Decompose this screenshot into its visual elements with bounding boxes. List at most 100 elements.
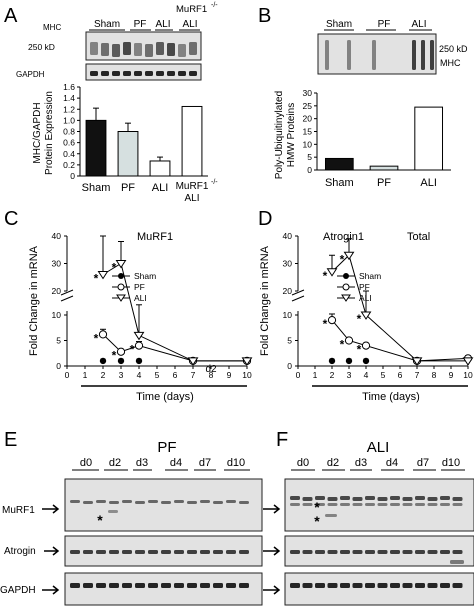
panel-e-gapdh-blot-band bbox=[200, 583, 210, 588]
lane-label-ali: ALI bbox=[155, 19, 170, 30]
chart-d-legend-marker bbox=[341, 294, 351, 302]
panel-f-gapdh-blot-band bbox=[315, 583, 325, 588]
panel-e-gapdh-blot-band bbox=[83, 583, 93, 588]
panel-e-gapdh-blot-band bbox=[239, 583, 249, 588]
chart-d-point-ali bbox=[343, 251, 355, 261]
panel-e-gapdh-blot-band bbox=[174, 583, 184, 588]
chart-c-x-tick-label: 9 bbox=[227, 370, 232, 380]
chart-d-xlabel: Time (days) bbox=[362, 391, 420, 403]
chart-a-y-tick-label: 0 bbox=[70, 171, 75, 181]
panel-f-gapdh-blot bbox=[284, 572, 474, 606]
row-arrow bbox=[42, 585, 60, 595]
panel-e-murf1-blot-band bbox=[96, 500, 106, 503]
chart-d-y-tick-label: 0 bbox=[287, 361, 292, 371]
chart-b-y-tick-label: 15 bbox=[303, 127, 313, 137]
chart-d-point-ali bbox=[360, 311, 372, 320]
chart-b-bar bbox=[324, 157, 354, 171]
panel-e-atrogin-blot-band bbox=[226, 550, 236, 554]
poly-ubiquitin-blot-band bbox=[347, 40, 351, 70]
chart-d-point-ali bbox=[411, 357, 423, 366]
mhc-blot-band bbox=[178, 44, 186, 57]
chart-c-ylabel: Fold Change in mRNA bbox=[28, 245, 40, 356]
panel-letter-a: A bbox=[4, 5, 18, 27]
chart-c-x-tick-label: 4 bbox=[137, 370, 142, 380]
panel-e-gapdh-blot-band bbox=[226, 583, 236, 588]
panel-f-murf1-blot-band bbox=[352, 497, 363, 501]
gapdh-blot-band bbox=[178, 71, 186, 76]
chart-a-y-tick-label: 0.4 bbox=[63, 149, 75, 159]
blot-label-250kd: 250 kD bbox=[28, 42, 55, 52]
chart-c-point-pf bbox=[134, 341, 144, 350]
chart-b-y-tick-label: 25 bbox=[303, 101, 313, 111]
panel-e-gapdh-blot-band bbox=[96, 583, 106, 588]
panel-f-atrogin-blot-band bbox=[452, 550, 463, 554]
chart-a-bar bbox=[117, 131, 139, 177]
murf1-header: MuRF1 bbox=[176, 4, 207, 15]
panel-f-lane-label: d2 bbox=[327, 457, 339, 469]
row-label-murf1: MuRF1 bbox=[2, 505, 35, 516]
chart-b-category-label: Sham bbox=[325, 177, 354, 189]
chart-d-title-total: Total bbox=[407, 231, 430, 243]
chart-b-ylabel: Poly-Ubiquitinylated bbox=[274, 91, 285, 179]
chart-c-x-tick-label: 7 bbox=[191, 370, 196, 380]
gapdh-blot-band bbox=[123, 71, 131, 76]
chart-d-y-tick-label: 40 bbox=[283, 231, 293, 241]
panel-f-murf1-blot-band bbox=[290, 496, 300, 500]
panel-e-atrogin-blot-band bbox=[122, 550, 132, 554]
panel-f-murf1-blot-band bbox=[302, 503, 313, 506]
chart-a-category-label: MuRF1 bbox=[176, 181, 209, 192]
chart-d-legend-label: Sham bbox=[359, 271, 381, 281]
chart-c-point-pf bbox=[98, 330, 108, 339]
chart-d-x-tick-label: 10 bbox=[463, 370, 473, 380]
panel-f-murf1-blot-band bbox=[315, 503, 325, 506]
panel-e-gapdh-blot-band bbox=[213, 583, 223, 588]
chart-a-bar bbox=[85, 119, 107, 177]
panel-e-murf1-blot-band bbox=[122, 500, 132, 503]
lane-label-b-ali: ALI bbox=[411, 19, 426, 30]
chart-d-x-tick-label: 3 bbox=[347, 370, 352, 380]
chart-c-legend-marker bbox=[116, 294, 126, 302]
panel-f-lane-label: d0 bbox=[297, 457, 309, 469]
panel-f-murf1-blot-band bbox=[327, 503, 338, 506]
gapdh-blot-band bbox=[90, 71, 98, 76]
panel-e-gapdh-blot-band bbox=[148, 583, 158, 588]
panel-f-atrogin-blot-band bbox=[377, 550, 388, 554]
blot-label-mhc: MHC bbox=[43, 23, 61, 32]
chart-a-bar bbox=[149, 160, 171, 177]
chart-d-significance-star: * bbox=[357, 343, 362, 357]
chart-d-point-pf bbox=[361, 341, 371, 350]
panel-f-murf1-blot-band bbox=[427, 503, 438, 506]
panel-e-murf1-blot-band bbox=[200, 500, 210, 503]
panel-f-atrogin-blot-band bbox=[427, 550, 438, 554]
murf1-superscript: -/- bbox=[211, 2, 218, 9]
murf1-lane-label: ALI bbox=[182, 19, 197, 30]
lane-label-sham: Sham bbox=[94, 19, 120, 30]
chart-c-x-tick-label: 3 bbox=[119, 370, 124, 380]
chart-c-xlabel: Time (days) bbox=[136, 391, 194, 403]
chart-d-y-tick-label: 10 bbox=[283, 310, 293, 320]
panel-f-murf1-blot-band bbox=[302, 497, 313, 501]
panel-f-gapdh-blot-band bbox=[452, 583, 463, 588]
chart-c-point-ali bbox=[187, 357, 199, 366]
gapdh-blot-band bbox=[134, 71, 142, 76]
panel-f-atrogin-blot-band bbox=[290, 550, 300, 554]
poly-ubiquitin-blot-band bbox=[421, 40, 425, 70]
row-arrow bbox=[42, 504, 60, 514]
chart-b-bar bbox=[369, 165, 399, 171]
panel-e-murf1-blot-band bbox=[70, 500, 80, 503]
panel-f-murf1-blot-band bbox=[390, 496, 400, 500]
chart-c-significance-star: * bbox=[112, 349, 117, 363]
chart-c-y-tick-label: 5 bbox=[56, 336, 61, 346]
panel-f-atrogin-blot-band bbox=[340, 550, 350, 554]
mhc-blot-band bbox=[101, 43, 109, 56]
chart-b-y-tick-label: 10 bbox=[303, 139, 313, 149]
panel-letter-d: D bbox=[258, 208, 272, 230]
panel-f-lane-label: d7 bbox=[417, 457, 429, 469]
chart-d-point-sham bbox=[328, 357, 336, 365]
chart-c-x-tick-label: 1 bbox=[83, 370, 88, 380]
panel-f-atrogin-blot-band bbox=[365, 550, 375, 554]
panel-e-gapdh-blot-band bbox=[187, 583, 197, 588]
chart-c-legend-label: PF bbox=[134, 282, 145, 292]
chart-c-significance-star: * bbox=[112, 261, 117, 275]
panel-f-atrogin-blot-band bbox=[315, 550, 325, 554]
